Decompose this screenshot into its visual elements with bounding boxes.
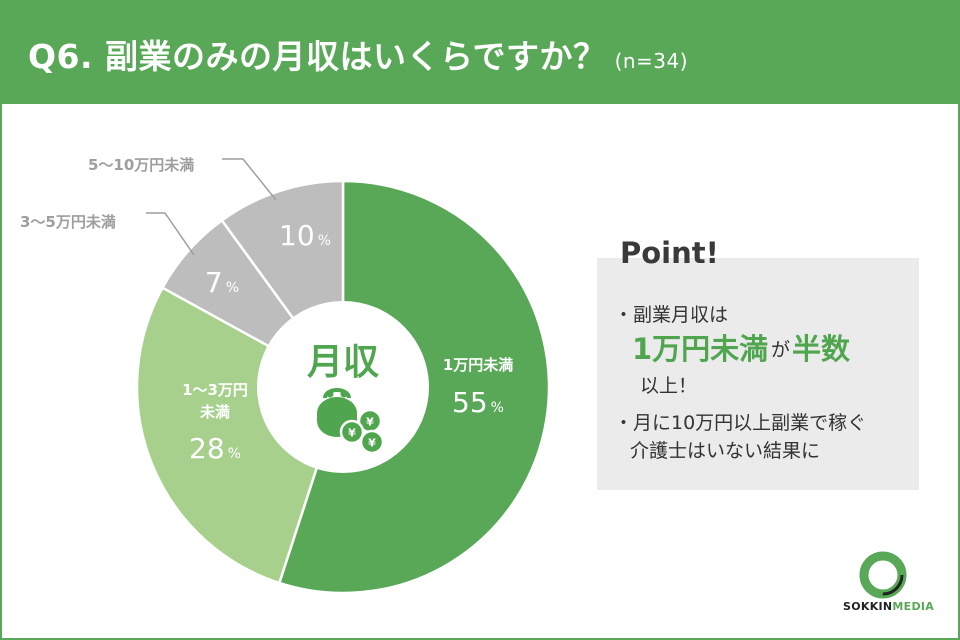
leader-lines	[146, 158, 277, 256]
slice-label-4: 5〜10万円未満	[88, 156, 194, 174]
slice-value-3: 7%	[205, 266, 239, 299]
point-bullet-1-line-1: ・副業月収は	[614, 304, 729, 326]
point-connector: が	[771, 339, 791, 361]
svg-text:¥: ¥	[366, 416, 374, 429]
question-title: Q6. 副業のみの月収はいくらですか？	[28, 37, 607, 76]
leader-line-3	[146, 212, 195, 256]
point-highlight-under-10k: 1万円未満	[632, 332, 769, 366]
center-label: 月収	[307, 342, 379, 383]
point-highlight-half: 半数	[792, 332, 851, 366]
slice-label-3: 3〜5万円未満	[20, 213, 116, 231]
point-bullet-1-line-3: 以上！	[640, 375, 698, 397]
slice-value-4: 10%	[279, 219, 331, 252]
point-bullet-2-line-2: 介護士はいない結果に	[630, 440, 821, 462]
header-bar: Q6. 副業のみの月収はいくらですか？ (n=34)	[0, 0, 960, 104]
slice-label-2: 未満	[199, 403, 230, 421]
leader-line-4	[222, 158, 277, 201]
svg-text:¥: ¥	[348, 427, 356, 440]
slice-value-2: 28%	[189, 432, 241, 465]
brand-logo-text: SOKKINMEDIA	[843, 600, 934, 613]
point-title: Point!	[620, 236, 719, 270]
slice-label-2: 1〜3万円	[182, 381, 248, 399]
page-title: Q6. 副業のみの月収はいくらですか？ (n=34)	[28, 30, 688, 78]
slice-value-1: 55%	[452, 386, 504, 419]
brand-name-1: SOKKIN	[843, 600, 893, 613]
point-box	[597, 258, 919, 490]
brand-name-2: MEDIA	[892, 600, 935, 613]
slice-label-1: 1万円未満	[443, 356, 513, 374]
sample-size: (n=34)	[614, 49, 689, 73]
sokkin-ring-logo	[859, 551, 907, 599]
point-bullet-2-line-1: ・月に10万円以上副業で稼ぐ	[614, 412, 867, 434]
coin-purse-yen-icon: ¥ ¥ ¥	[317, 388, 385, 455]
donut-hole	[257, 301, 429, 473]
svg-text:¥: ¥	[368, 437, 376, 450]
